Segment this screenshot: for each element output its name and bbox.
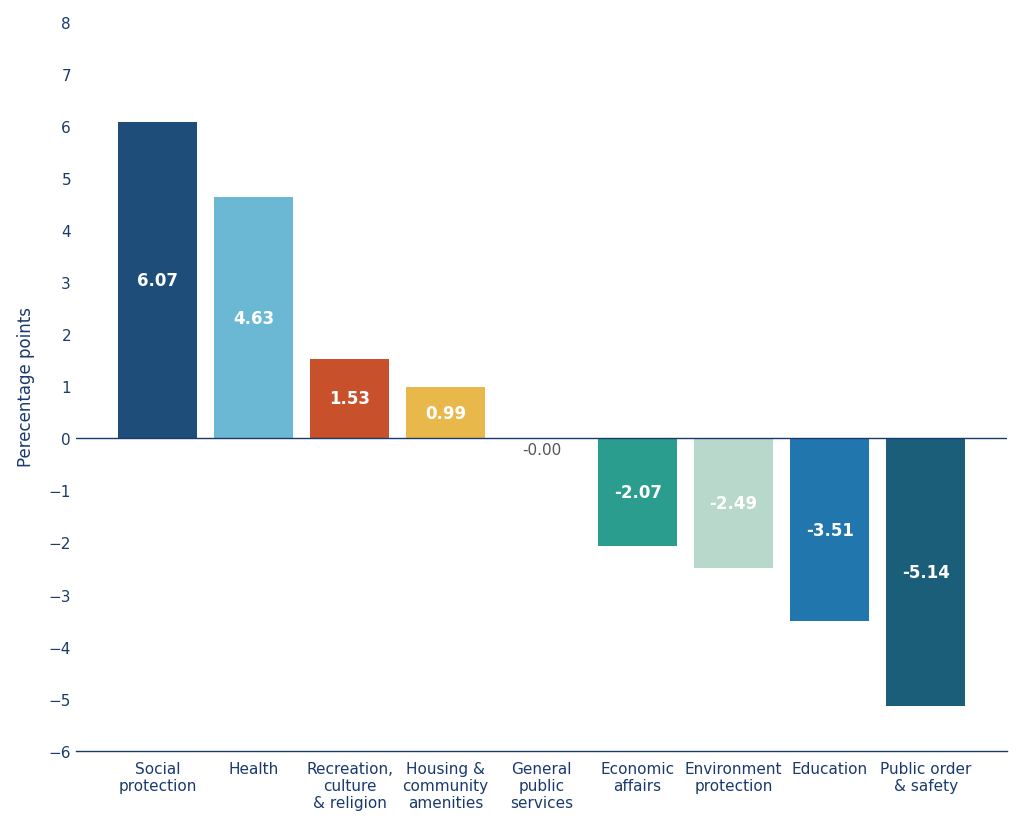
Text: 6.07: 6.07 [137, 272, 178, 290]
Bar [791, 439, 869, 621]
Text: 1.53: 1.53 [329, 390, 370, 408]
Text: 0.99: 0.99 [425, 404, 466, 422]
Text: -0.00: -0.00 [522, 442, 561, 457]
Text: 4.63: 4.63 [233, 309, 274, 327]
Bar [118, 123, 197, 439]
Text: -5.14: -5.14 [902, 563, 949, 581]
Bar [214, 198, 293, 439]
Text: -3.51: -3.51 [806, 521, 854, 539]
Bar [887, 439, 965, 706]
Text: -2.07: -2.07 [613, 484, 662, 502]
Y-axis label: Perecentage points: Perecentage points [16, 307, 35, 466]
Bar [310, 359, 389, 439]
Bar [694, 439, 773, 568]
Bar [598, 439, 677, 547]
Bar [407, 387, 485, 439]
Text: -2.49: -2.49 [710, 495, 758, 513]
